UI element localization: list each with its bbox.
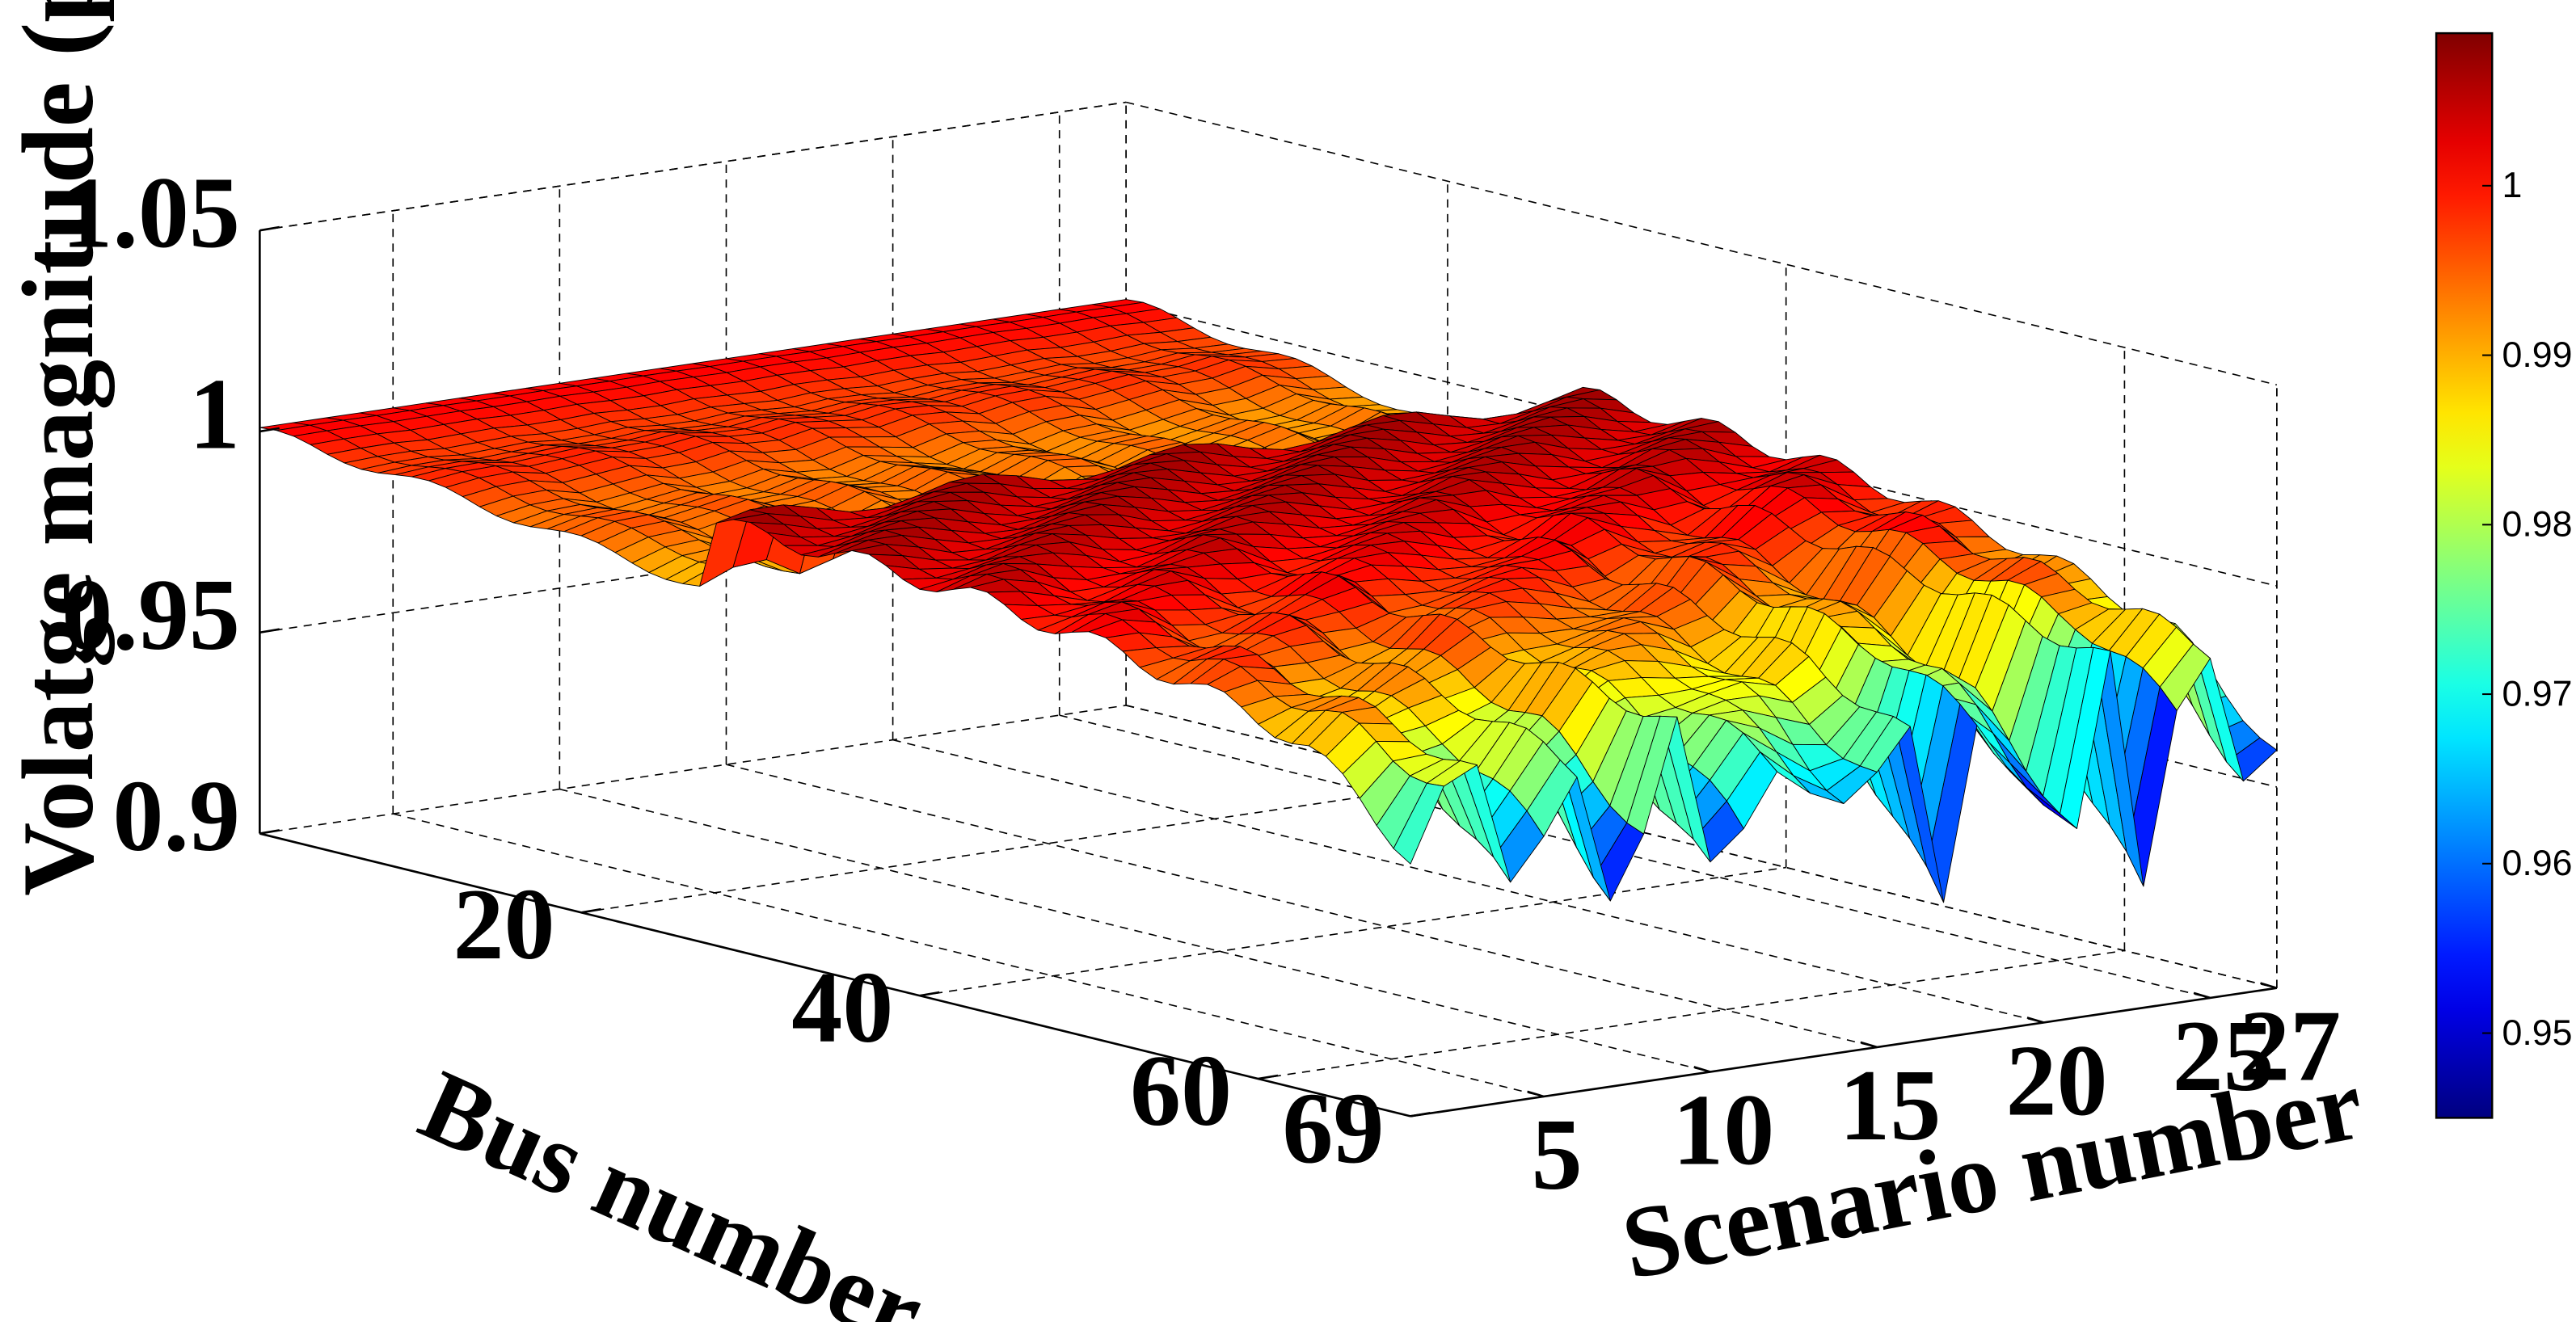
z-axis-label: Volatge magnitude (p.u) [2,0,115,896]
surface-patch [1393,782,1444,865]
y-tick-mark [1258,1074,1279,1080]
y-tick-mark [1410,1111,1431,1118]
grid-line [726,764,1878,1048]
y-tick-label: 60 [1130,1035,1232,1147]
grid-line [259,705,1127,835]
colorbar-gradient [2435,32,2494,1119]
y-axis-label: Bus number [405,1049,939,1322]
y-tick-label: 40 [791,952,893,1064]
colorbar-tick-label: 0.97 [2502,673,2572,714]
x-tick-label: 10 [1672,1074,1774,1186]
x-axis-line [1410,987,2278,1118]
x-tick-label: 15 [1839,1050,1941,1162]
x-tick-mark [2026,1017,2044,1024]
colorbar-tick-label: 0.96 [2502,843,2572,883]
z-tick-label: 1.05 [61,157,240,269]
z-tick-mark [259,427,280,433]
colorbar-tick-label: 0.99 [2502,335,2572,375]
grid-line [1059,714,2211,999]
colorbar-tick-label: 1 [2502,165,2522,205]
grid-line [581,783,1448,914]
grid-line [1125,101,2278,386]
z-tick-mark [259,225,280,232]
grid-line [892,739,2044,1024]
grid-line [919,866,1786,996]
x-tick-label: 5 [1532,1099,1583,1211]
x-tick-mark [1527,1090,1545,1098]
voltage-surface [259,299,2278,903]
x-tick-label: 27 [2239,991,2341,1103]
y-tick-mark [580,907,601,914]
y-tick-label: 20 [453,869,555,981]
z-tick-label: 0.9 [112,760,240,873]
colorbar: 0.95 0.96 0.97 0.98 0.99 1 [2435,32,2573,1119]
colorbar-tick-label: 0.95 [2502,1012,2572,1053]
x-tick-label: 25 [2173,1000,2275,1113]
x-tick-label: 20 [2006,1025,2108,1137]
colorbar-tick-label: 0.98 [2502,504,2572,545]
z-tick-mark [259,829,280,835]
x-tick-mark [1860,1041,1878,1049]
y-tick-label: 69 [1282,1072,1384,1185]
y-tick-mark [919,991,940,997]
box-edge [259,101,1127,231]
y-axis-line [259,832,1411,1118]
grid-line [393,813,1545,1097]
z-tick-label: 1 [189,358,240,470]
axes-lines [259,225,2278,1118]
grid-line [1258,949,2125,1080]
grid-line [559,788,1711,1073]
x-tick-mark [2193,991,2211,1000]
x-tick-mark [2260,982,2278,989]
z-tick-label: 0.95 [61,559,240,671]
z-tick-mark [259,628,280,634]
x-tick-mark [1693,1066,1711,1073]
